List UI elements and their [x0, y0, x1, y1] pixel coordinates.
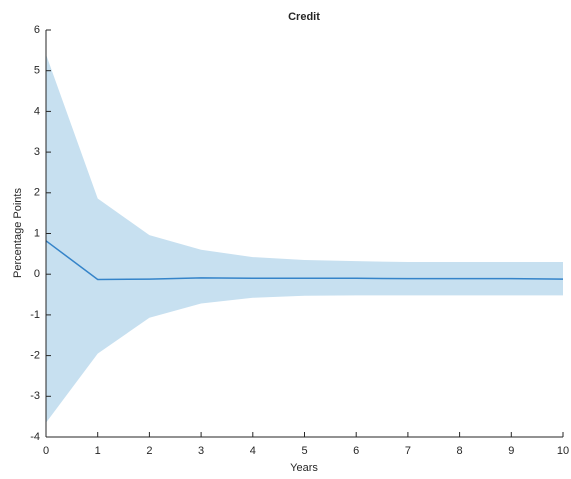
x-tick-label: 5 [301, 445, 307, 457]
x-tick-label: 3 [198, 445, 204, 457]
y-tick-label: -3 [30, 390, 40, 402]
y-tick-label: 2 [34, 187, 40, 199]
y-tick-label: 6 [34, 24, 40, 36]
x-tick-label: 1 [95, 445, 101, 457]
line [45, 240, 564, 281]
y-tick-label: 4 [34, 105, 40, 117]
y-tick-label: -2 [30, 350, 40, 362]
x-tick-label: 8 [457, 445, 463, 457]
x-tick-label: 10 [557, 445, 569, 457]
chart-title: Credit [288, 11, 320, 23]
y-axis-label: Percentage Points [12, 188, 24, 278]
x-tick-label: 2 [146, 445, 152, 457]
x-tick-label: 4 [250, 445, 256, 457]
x-tick-label: 0 [43, 445, 49, 457]
y-tick-label: 5 [34, 65, 40, 77]
y-tick-label: 0 [34, 268, 40, 280]
x-axis-label: Years [290, 462, 318, 474]
y-tick-label: 1 [34, 227, 40, 239]
y-tick-label: 3 [34, 146, 40, 158]
x-tick-label: 9 [508, 445, 514, 457]
x-tick-label: 6 [353, 445, 359, 457]
y-tick-label: -1 [30, 309, 40, 321]
confidence-band [46, 54, 563, 423]
y-tick-label: -4 [30, 431, 40, 443]
x-tick-label: 7 [405, 445, 411, 457]
